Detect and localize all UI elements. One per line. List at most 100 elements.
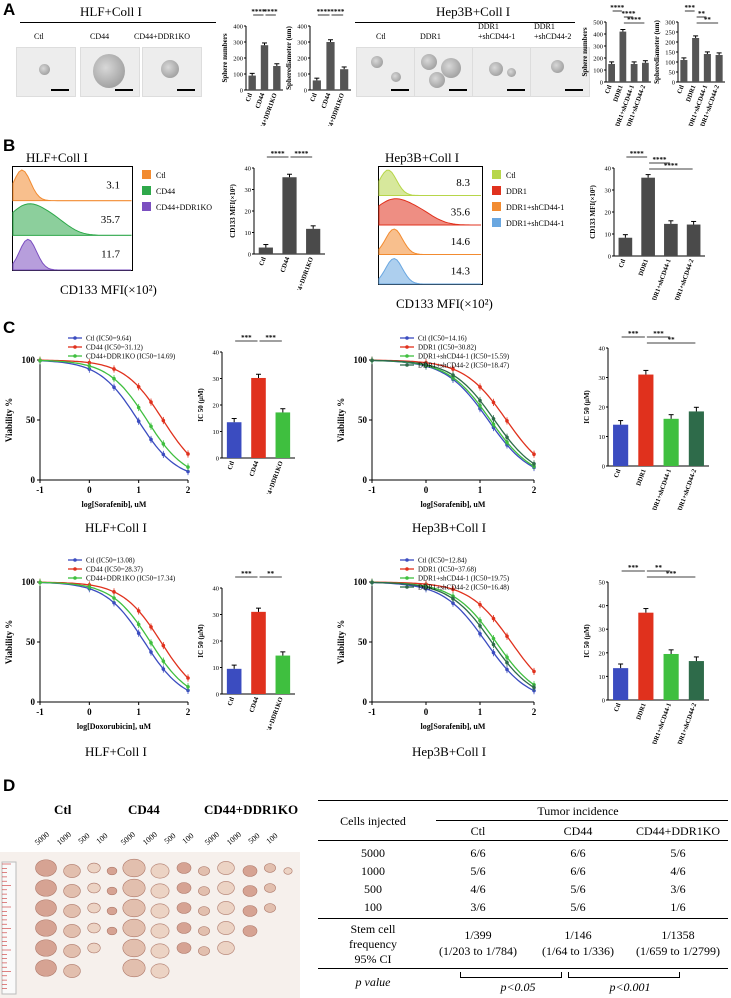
bar [226, 422, 242, 458]
panel-c1-hep-caption: Hep3B+Coll I [412, 520, 487, 535]
x-tick-label: Ctl [245, 92, 255, 103]
tumor [283, 867, 293, 875]
d-count-ctl-1000: 1000 [54, 829, 74, 848]
table-col-ctl: Ctl [470, 824, 486, 838]
y-tick-label: 200 [665, 40, 675, 47]
d-count-ko-500: 500 [246, 831, 262, 846]
significance-label: **** [317, 8, 332, 16]
y-axis-label: IC 50 (μM) [583, 624, 591, 658]
data-point [149, 650, 153, 654]
data-point [161, 452, 166, 457]
bar [340, 69, 349, 90]
chart-a-hep-sphere-diameter: 0 50 100 150 200 250 300 Spherediameter (um) Ctl… [653, 4, 725, 126]
chart-b-hlf-mfi: 0 10 20 30 40 CD133 MFI(×10²) Ctl CD44 CD44+DDR1… [229, 150, 325, 290]
data-point [491, 400, 496, 405]
y-axis-label: Spherediameter (um) [285, 25, 293, 89]
significance-label: *** [653, 330, 664, 338]
panel-b-hlf-xlabel: CD133 MFI(×10²) [60, 282, 157, 297]
bar [663, 418, 679, 466]
bar [248, 75, 256, 90]
x-tick-label: 1 [136, 485, 141, 495]
legend-swatch [142, 202, 151, 211]
x-tick-label: -1 [368, 707, 376, 717]
d-group-cd44-ddr1ko: CD44+DDR1KO [204, 802, 299, 817]
a-hep-micro-ctl [356, 47, 416, 97]
panel-b-hep-title: Hep3B+Coll I [385, 150, 460, 165]
data-point [136, 419, 141, 424]
table-cell: 6/6 [570, 846, 586, 860]
x-tick-label: Ctl [604, 84, 614, 95]
y-tick-label: 20 [599, 650, 606, 657]
y-tick-label: 100 [233, 72, 243, 79]
bar [641, 177, 655, 256]
table-cell: 3/6 [470, 900, 486, 914]
table-cell: 6/6 [470, 846, 486, 860]
y-tick-label: 30 [605, 188, 612, 195]
x-tick-label: DDR1 [685, 84, 698, 103]
y-tick-label: 100 [354, 577, 368, 587]
y-tick-label: 0 [602, 698, 605, 705]
legend-entry: DDR1+shCD44-2 (IC50=16.48) [418, 584, 510, 592]
significance-label: *** [628, 564, 639, 572]
legend-entry: CD44 (IC50=31.12) [86, 344, 144, 352]
table-stem-freq: 1/399 [464, 928, 492, 942]
x-tick-label: 2 [186, 485, 191, 495]
x-tick-label: Ctl [227, 696, 237, 707]
panel-a-letter: A [3, 0, 16, 19]
y-tick-label: 300 [297, 40, 307, 47]
data-point [478, 385, 482, 389]
a-hep-label-sh1: DDR1 +shCD44-1 [478, 22, 516, 41]
x-tick-label: 2 [532, 707, 537, 717]
table-cell: 6/6 [570, 864, 586, 878]
data-point [478, 602, 482, 607]
data-point [149, 424, 153, 429]
y-tick-label: 0 [240, 88, 243, 95]
y-tick-label: 10 [245, 230, 252, 237]
data-point [505, 660, 509, 665]
significance-label: **** [264, 8, 279, 16]
tumor [150, 903, 170, 919]
x-tick-label: CD44+DDR1KO [262, 696, 285, 730]
bar [703, 54, 711, 82]
data-point [161, 659, 166, 663]
panel-c1-hlf-caption: HLF+Coll I [85, 520, 147, 535]
y-tick-label: 50 [26, 637, 36, 647]
x-tick-label: 0 [424, 707, 429, 717]
table-p-value-2: p<0.001 [609, 980, 651, 994]
y-axis-label: Spherediameter (um) [653, 19, 661, 83]
y-tick-label: 400 [297, 24, 307, 31]
tumor [198, 866, 210, 876]
a-hlf-micro-cd44-ddr1ko [142, 47, 202, 97]
bar [638, 612, 654, 700]
significance-label: **** [630, 150, 645, 158]
legend-entry: Ctl (IC50=9.64) [86, 335, 132, 343]
y-tick-label: 0 [31, 697, 36, 707]
table-p-value-1: p<0.05 [500, 980, 536, 994]
legend-entry: DDR1+shCD44-2 (IC50=18.47) [418, 362, 510, 370]
legend-entry: Ctl [506, 171, 517, 180]
legend-swatch [492, 218, 501, 227]
tumor [217, 901, 235, 915]
y-tick-label: 20 [213, 639, 220, 646]
y-tick-label: 0 [363, 697, 368, 707]
data-point [112, 596, 116, 600]
panel-a-hlf-rule [20, 22, 216, 23]
x-axis-label: log[Sorafenib], uM [421, 722, 486, 731]
tumor [35, 879, 57, 897]
legend-entry: Ctl [156, 171, 167, 180]
histogram-value: 35.6 [451, 206, 471, 218]
bar [619, 31, 627, 83]
x-tick-label: -1 [368, 485, 376, 495]
x-tick-label: -1 [36, 707, 44, 717]
y-tick-label: 150 [665, 50, 675, 57]
y-tick-label: 40 [213, 350, 220, 357]
histogram-value: 3.1 [106, 179, 120, 191]
y-axis-label: Viability % [4, 620, 14, 664]
data-point [38, 580, 42, 585]
significance-label: *** [241, 334, 252, 342]
y-tick-label: 300 [233, 40, 243, 47]
y-tick-label: 0 [363, 475, 368, 485]
data-point [186, 452, 190, 456]
